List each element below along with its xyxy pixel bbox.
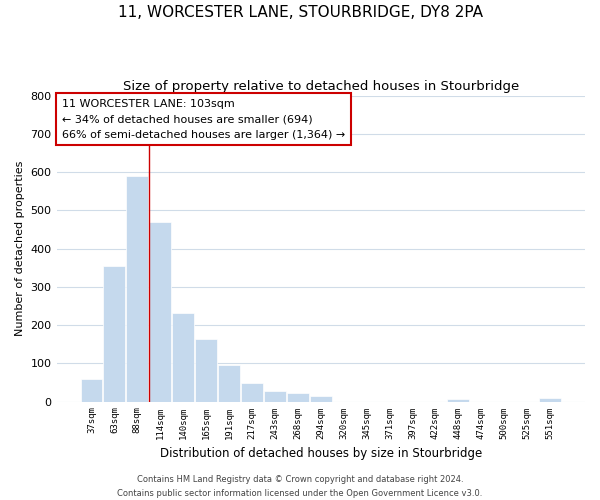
- Bar: [103, 266, 125, 402]
- Bar: [195, 339, 217, 402]
- Bar: [310, 396, 332, 402]
- Bar: [539, 398, 561, 402]
- Bar: [127, 176, 148, 402]
- Y-axis label: Number of detached properties: Number of detached properties: [15, 161, 25, 336]
- X-axis label: Distribution of detached houses by size in Stourbridge: Distribution of detached houses by size …: [160, 447, 482, 460]
- Text: 11 WORCESTER LANE: 103sqm
← 34% of detached houses are smaller (694)
66% of semi: 11 WORCESTER LANE: 103sqm ← 34% of detac…: [62, 98, 345, 140]
- Bar: [149, 222, 171, 402]
- Bar: [287, 393, 309, 402]
- Text: 11, WORCESTER LANE, STOURBRIDGE, DY8 2PA: 11, WORCESTER LANE, STOURBRIDGE, DY8 2PA: [118, 5, 482, 20]
- Bar: [448, 399, 469, 402]
- Bar: [218, 365, 240, 402]
- Bar: [172, 313, 194, 402]
- Title: Size of property relative to detached houses in Stourbridge: Size of property relative to detached ho…: [122, 80, 519, 93]
- Text: Contains HM Land Registry data © Crown copyright and database right 2024.
Contai: Contains HM Land Registry data © Crown c…: [118, 476, 482, 498]
- Bar: [264, 391, 286, 402]
- Bar: [241, 383, 263, 402]
- Bar: [80, 380, 103, 402]
